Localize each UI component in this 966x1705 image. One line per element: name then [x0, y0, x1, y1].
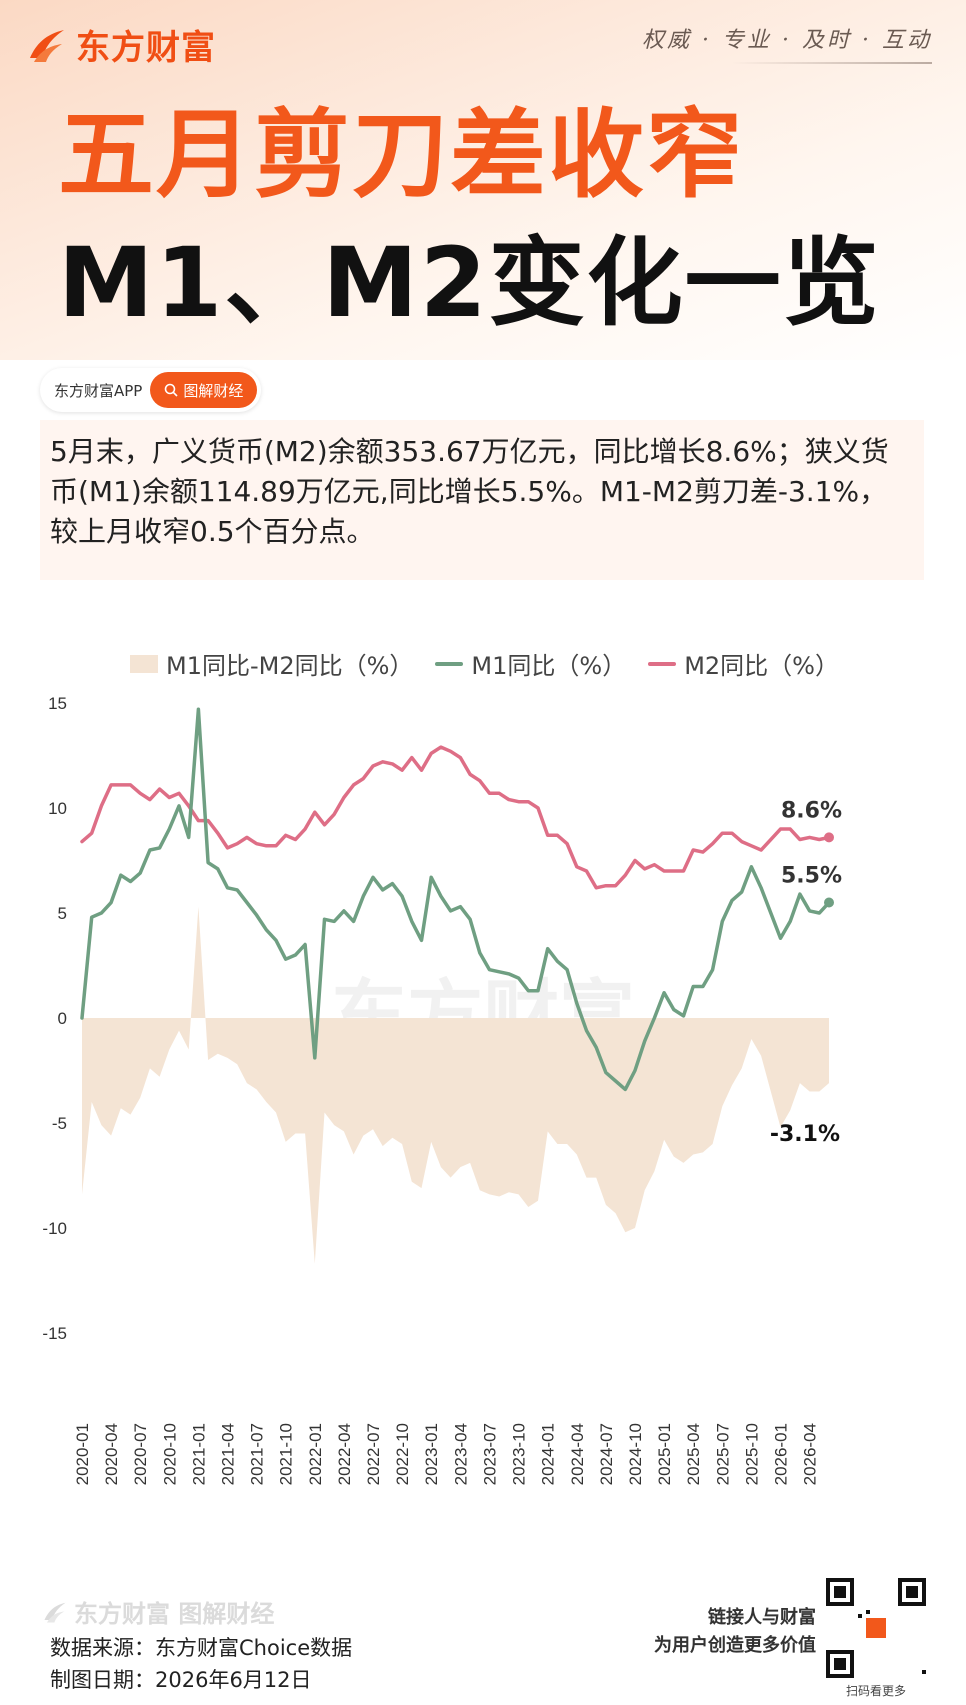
footer-slogan-line-2: 为用户创造更多价值: [654, 1635, 816, 1656]
qr-module: [922, 1670, 926, 1674]
y-tick-label: 0: [58, 1009, 67, 1028]
legend-label-m1: M1同比（%）: [471, 652, 627, 680]
x-tick-label: 2020-10: [160, 1423, 179, 1485]
x-tick-label: 2025-01: [655, 1423, 674, 1485]
x-tick-label: 2023-07: [480, 1423, 499, 1485]
slogan-underline: [732, 62, 932, 64]
header-background: [0, 0, 966, 360]
legend-swatch-m1: [435, 661, 464, 666]
x-tick-label: 2024-07: [597, 1423, 616, 1485]
footer-brand: 东方财富 图解财经: [42, 1594, 274, 1629]
legend-label-gap: M1同比-M2同比（%）: [166, 652, 414, 680]
x-tick-label: 2021-01: [189, 1423, 208, 1485]
chart-date: 制图日期：2026年6月12日: [50, 1668, 312, 1692]
x-tick-label: 2021-07: [248, 1423, 267, 1485]
x-tick-label: 2023-04: [451, 1423, 470, 1485]
slogan: 权威 · 专业 · 及时 · 互动: [642, 28, 932, 53]
legend-item-gap: M1同比-M2同比（%）: [130, 646, 413, 681]
y-tick-label: 5: [58, 904, 67, 923]
x-tick-label: 2020-07: [131, 1423, 150, 1485]
chart-legend: M1同比-M2同比（%） M1同比（%） M2同比（%）: [130, 646, 861, 681]
qr-finder-core: [906, 1586, 918, 1598]
y-tick-label: -5: [52, 1114, 67, 1133]
brand-flame-icon: [30, 29, 64, 62]
header: 东方财富 权威 · 专业 · 及时 · 互动: [0, 0, 966, 80]
qr-module: [866, 1610, 870, 1614]
tag-pill-label: 图解财经: [183, 381, 244, 400]
summary-text: 5月末，广义货币(M2)余额353.67万亿元，同比增长8.6%；狭义货币(M1…: [50, 435, 889, 548]
gap-end-label: -3.1%: [770, 1122, 840, 1147]
tag-pill[interactable]: 图解财经: [150, 372, 258, 408]
legend-item-m1: M1同比（%）: [435, 646, 626, 681]
qr-module: [858, 1614, 862, 1618]
chart-svg: 东方财富20151050-5-10-158.6%5.5%-3.1%2020-01…: [42, 694, 842, 1485]
legend-item-m2: M2同比（%）: [648, 646, 839, 681]
legend-swatch-m2: [648, 661, 677, 666]
x-tick-label: 2020-04: [102, 1423, 121, 1485]
x-tick-label: 2022-04: [335, 1423, 354, 1485]
x-tick-label: 2022-01: [306, 1423, 325, 1485]
footer-brand-name: 东方财富 图解财经: [74, 1600, 275, 1628]
x-tick-label: 2020-01: [73, 1423, 92, 1485]
summary-box: 5月末，广义货币(M2)余额353.67万亿元，同比增长8.6%；狭义货币(M1…: [40, 420, 924, 580]
qr-caption: 扫码看更多: [845, 1684, 906, 1698]
qr-finder-core: [834, 1658, 846, 1670]
gap-area: [82, 906, 829, 1264]
y-tick-label: -10: [42, 1219, 67, 1238]
brand-logo: 东方财富: [26, 20, 216, 69]
x-tick-label: 2025-04: [684, 1423, 703, 1485]
search-icon: [165, 383, 178, 397]
footer-slogan-line-1: 链接人与财富: [708, 1607, 816, 1628]
x-tick-label: 2021-04: [219, 1423, 238, 1485]
m1-line: [80, 707, 831, 1092]
qr-finder-core: [834, 1586, 846, 1598]
m1-end-point: [824, 897, 834, 908]
footer-flame-icon: [44, 1602, 66, 1623]
x-tick-label: 2026-01: [771, 1423, 790, 1485]
m1-end-label: 5.5%: [781, 864, 842, 889]
x-tick-label: 2025-07: [713, 1423, 732, 1485]
y-tick-label: -15: [42, 1324, 67, 1343]
x-tick-label: 2023-10: [510, 1423, 529, 1485]
chart-area: M1同比-M2同比（%） M1同比（%） M2同比（%） 东方财富2015105…: [0, 610, 966, 1560]
qr-code[interactable]: [826, 1578, 926, 1678]
qr-center-logo: [866, 1618, 886, 1638]
x-tick-label: 2022-07: [364, 1423, 383, 1485]
y-tick-label: 15: [48, 694, 67, 713]
x-tick-label: 2022-10: [393, 1423, 412, 1485]
footer-slogan: 链接人与财富 为用户创造更多价值: [654, 1604, 816, 1660]
x-tick-label: 2023-01: [422, 1423, 441, 1485]
data-source: 数据来源：东方财富Choice数据: [50, 1636, 353, 1660]
x-tick-label: 2021-10: [277, 1423, 296, 1485]
m2-end-label: 8.6%: [781, 798, 842, 823]
brand-name: 东方财富: [76, 28, 216, 68]
title-line-2: M1、M2变化一览: [58, 227, 881, 339]
x-tick-label: 2024-01: [539, 1423, 558, 1485]
legend-swatch-gap: [130, 654, 158, 673]
title-line-1: 五月剪刀差收窄: [58, 99, 744, 211]
x-tick-label: 2024-10: [626, 1423, 645, 1485]
x-tick-label: 2026-04: [801, 1423, 820, 1485]
x-tick-label: 2024-04: [568, 1423, 587, 1485]
y-tick-label: 10: [48, 799, 67, 818]
channel-tag[interactable]: 东方财富APP 图解财经: [40, 368, 262, 412]
legend-label-m2: M2同比（%）: [684, 652, 839, 680]
m2-end-point: [824, 832, 834, 843]
tag-app-label: 东方财富APP: [54, 381, 143, 400]
x-tick-label: 2025-10: [742, 1423, 761, 1485]
